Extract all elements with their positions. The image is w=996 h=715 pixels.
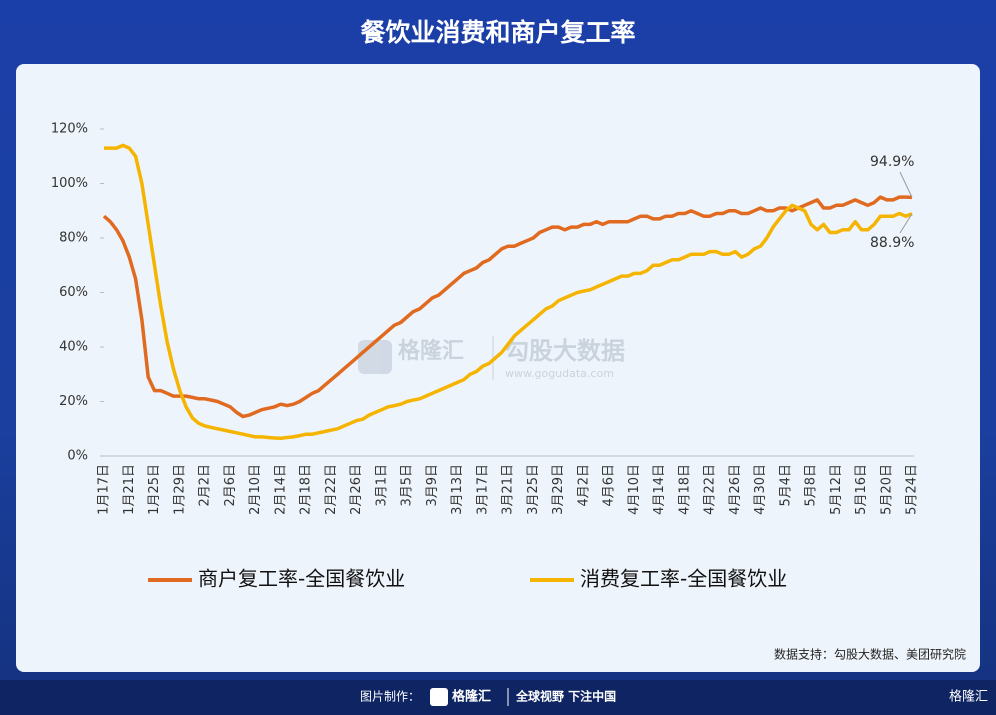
y-tick-label: 120% bbox=[51, 122, 88, 137]
x-tick-label: 2月18日 bbox=[299, 464, 314, 515]
series-line bbox=[102, 195, 913, 419]
wm-url: www.gogudata.com bbox=[505, 367, 614, 380]
x-tick-label: 3月9日 bbox=[425, 464, 440, 507]
legend-label: 消费复工率-全国餐饮业 bbox=[580, 567, 787, 591]
x-tick-label: 3月13日 bbox=[450, 464, 465, 515]
x-tick-label: 2月22日 bbox=[324, 464, 339, 515]
x-tick-label: 4月2日 bbox=[576, 464, 591, 507]
footer-corner: 格隆汇 bbox=[949, 689, 988, 705]
y-tick-label: 40% bbox=[59, 340, 88, 355]
x-tick-label: 3月25日 bbox=[526, 464, 541, 515]
x-tick-label: 2月26日 bbox=[349, 464, 364, 515]
x-tick-label: 4月18日 bbox=[677, 464, 692, 515]
y-tick-label: 100% bbox=[51, 176, 88, 191]
panel bbox=[16, 64, 980, 672]
x-tick-label: 3月21日 bbox=[501, 464, 516, 515]
y-tick-label: 0% bbox=[67, 449, 88, 464]
annotation: 94.9% bbox=[870, 154, 914, 170]
series-line bbox=[104, 143, 913, 441]
y-tick-label: 60% bbox=[59, 285, 88, 300]
source: 数据支持：勾股大数据、美团研究院 bbox=[774, 647, 966, 662]
x-tick-label: 4月26日 bbox=[728, 464, 743, 515]
footer-credit: 图片制作： bbox=[360, 690, 420, 704]
footer-logo bbox=[430, 688, 448, 706]
annotation-leader bbox=[899, 213, 913, 234]
annotation-leader bbox=[899, 171, 913, 198]
x-tick-label: 3月5日 bbox=[400, 464, 415, 507]
wm-logo bbox=[358, 340, 392, 374]
x-tick-label: 4月14日 bbox=[652, 464, 667, 515]
x-tick-label: 1月25日 bbox=[147, 464, 162, 515]
x-tick-label: 3月29日 bbox=[551, 464, 566, 515]
wm-brand: 格隆汇 bbox=[398, 338, 464, 364]
x-tick-label: 4月30日 bbox=[753, 464, 768, 515]
x-tick-label: 2月2日 bbox=[198, 464, 213, 507]
title: 餐饮业消费和商户复工率 bbox=[360, 18, 635, 47]
x-tick-label: 5月16日 bbox=[854, 464, 869, 515]
x-tick-label: 2月6日 bbox=[223, 464, 238, 507]
y-tick-label: 80% bbox=[59, 231, 88, 246]
annotation: 88.9% bbox=[870, 235, 914, 251]
x-tick-label: 5月20日 bbox=[879, 464, 894, 515]
x-tick-label: 3月1日 bbox=[374, 464, 389, 507]
x-tick-label: 3月17日 bbox=[475, 464, 490, 515]
x-tick-label: 1月17日 bbox=[97, 464, 112, 515]
x-tick-label: 5月4日 bbox=[778, 464, 793, 507]
x-tick-label: 4月6日 bbox=[602, 464, 617, 507]
x-tick-label: 2月10日 bbox=[248, 464, 263, 515]
x-tick-label: 5月12日 bbox=[829, 464, 844, 515]
footer-brand: 格隆汇 bbox=[452, 689, 491, 705]
x-tick-label: 5月24日 bbox=[905, 464, 920, 515]
legend-label: 商户复工率-全国餐饮业 bbox=[198, 567, 405, 591]
x-tick-label: 1月21日 bbox=[122, 464, 137, 515]
wm-partner: 勾股大数据 bbox=[505, 337, 625, 365]
x-tick-label: 4月22日 bbox=[703, 464, 718, 515]
y-tick-label: 20% bbox=[59, 394, 88, 409]
footer-bar bbox=[0, 680, 996, 715]
x-tick-label: 5月8日 bbox=[804, 464, 819, 507]
x-tick-label: 2月14日 bbox=[273, 464, 288, 515]
footer-slogan: 全球视野 下注中国 bbox=[515, 689, 616, 704]
x-tick-label: 1月29日 bbox=[172, 464, 187, 515]
x-tick-label: 4月10日 bbox=[627, 464, 642, 515]
